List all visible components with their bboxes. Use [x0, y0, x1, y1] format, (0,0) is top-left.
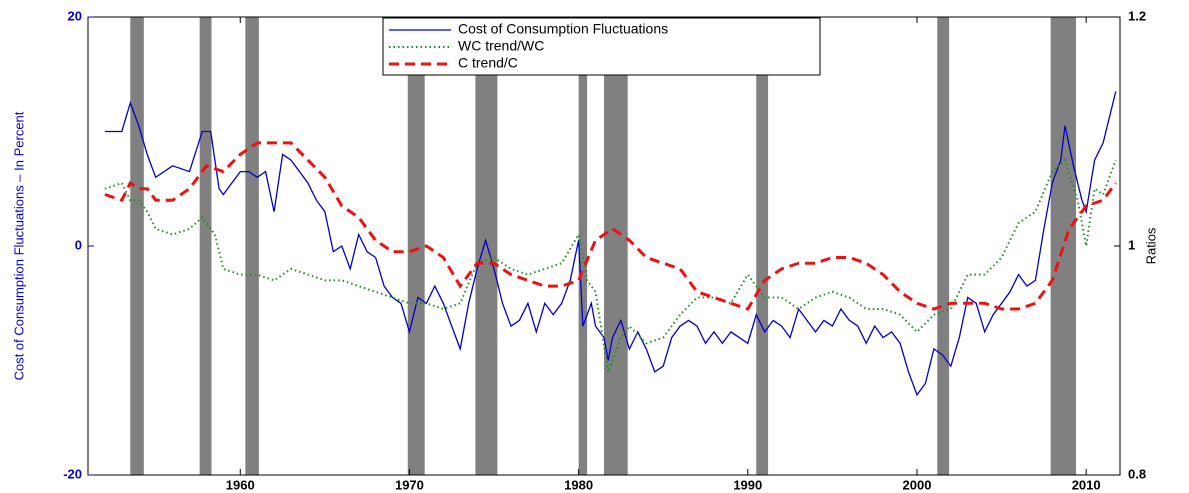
- y-tick-label: 0: [75, 237, 82, 252]
- y-tick-label: -20: [63, 466, 82, 481]
- recession-band: [604, 17, 628, 475]
- series-line: [104, 91, 1117, 397]
- y2-tick-label: 0.8: [1128, 466, 1146, 481]
- recession-band: [756, 17, 769, 475]
- x-tick-label: 1980: [564, 477, 593, 492]
- recession-band: [578, 17, 588, 475]
- recession-band: [1050, 17, 1077, 475]
- y2-tick-label: 1: [1128, 237, 1135, 252]
- recession-band: [407, 17, 425, 475]
- legend-label: Cost of Consumption Fluctuations: [458, 21, 668, 37]
- x-tick-label: 1970: [395, 477, 424, 492]
- legend-label: C trend/C: [458, 55, 518, 71]
- recession-band: [245, 17, 259, 475]
- y2-tick-label: 1.2: [1128, 8, 1146, 23]
- x-tick-label: 2010: [1072, 477, 1101, 492]
- recession-band: [937, 17, 950, 475]
- legend-box: [382, 17, 821, 76]
- legend-label: WC trend/WC: [458, 38, 544, 54]
- y-axis-label: Cost of Consumption Fluctuations – In Pe…: [11, 111, 26, 380]
- series-line: [104, 141, 1118, 311]
- y2-axis-label: Ratios: [1143, 227, 1158, 264]
- series-line: [104, 158, 1117, 376]
- y-tick-label: 20: [68, 8, 82, 23]
- recession-band: [475, 17, 498, 475]
- x-tick-label: 2000: [903, 477, 932, 492]
- x-tick-label: 1960: [226, 477, 255, 492]
- recession-band: [199, 17, 212, 475]
- recession-band: [130, 17, 144, 475]
- x-tick-label: 1990: [733, 477, 762, 492]
